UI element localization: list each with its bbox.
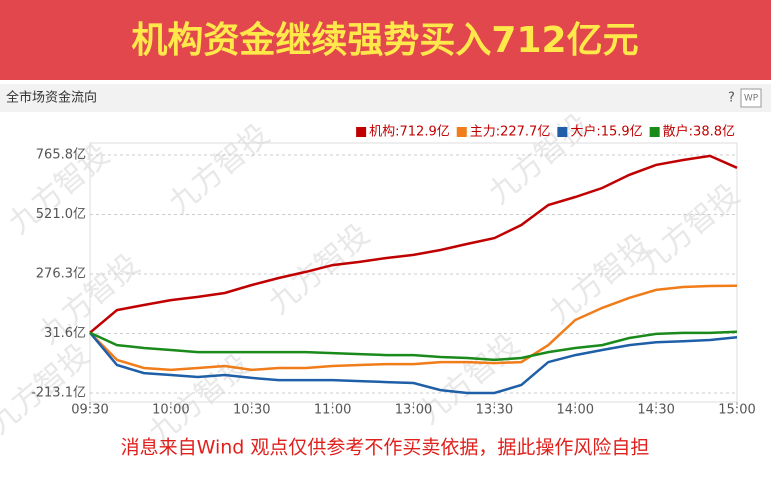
legend-swatch: [456, 127, 467, 137]
y-tick-label: 31.6亿: [44, 326, 86, 341]
legend-label: 主力:227.7亿: [470, 125, 551, 140]
watermark: 九方智投: [542, 227, 656, 331]
footer: 消息来自Wind 观点仅供参考不作买卖依据，据此操作风险自担: [121, 437, 650, 459]
banner-bg: [0, 0, 771, 80]
legend-label: 散户:38.8亿: [663, 124, 735, 140]
x-tick-label: 14:00: [557, 403, 594, 418]
series-line: [89, 284, 738, 372]
x-tick-label: 15:00: [718, 403, 755, 418]
x-tick-label: 13:30: [476, 403, 513, 418]
legend-swatch: [557, 127, 568, 137]
x-tick-label: 13:00: [395, 403, 432, 418]
watermark: 九方智投: [632, 177, 746, 281]
legend-swatch: [356, 127, 367, 137]
x-tick-label: 11:00: [314, 403, 351, 418]
watermark: 九方智投: [162, 117, 276, 221]
legend-swatch: [649, 127, 660, 137]
legend: 散户:38.8亿 大户:15.9亿 主力:227.7亿 机构:712.9亿: [356, 124, 735, 140]
y-tick-label: 765.8亿: [36, 147, 86, 162]
panel-header: [0, 84, 771, 112]
x-tick-label: 10:30: [233, 403, 270, 418]
x-tick-label: 10:00: [152, 403, 189, 418]
y-tick-label: 276.3亿: [36, 267, 86, 282]
x-tick-label: 09:30: [71, 403, 108, 418]
y-tick-label: -213.1亿: [31, 386, 86, 401]
banner-title: 机构资金继续强势买入712亿元: [131, 19, 638, 61]
legend-label: 机构:712.9亿: [369, 125, 450, 140]
legend-label: 大户:15.9亿: [570, 124, 642, 140]
icon-box[interactable]: [740, 88, 762, 108]
y-tick-label: 521.0亿: [36, 207, 86, 222]
help[interactable]: ?: [728, 91, 735, 106]
icon[interactable]: WP: [744, 94, 759, 104]
series-line: [89, 331, 738, 395]
series-line: [89, 330, 738, 362]
series-line: [89, 154, 738, 334]
panel-title: 全市场资金流向: [6, 90, 97, 106]
x-tick-label: 14:30: [637, 403, 674, 418]
